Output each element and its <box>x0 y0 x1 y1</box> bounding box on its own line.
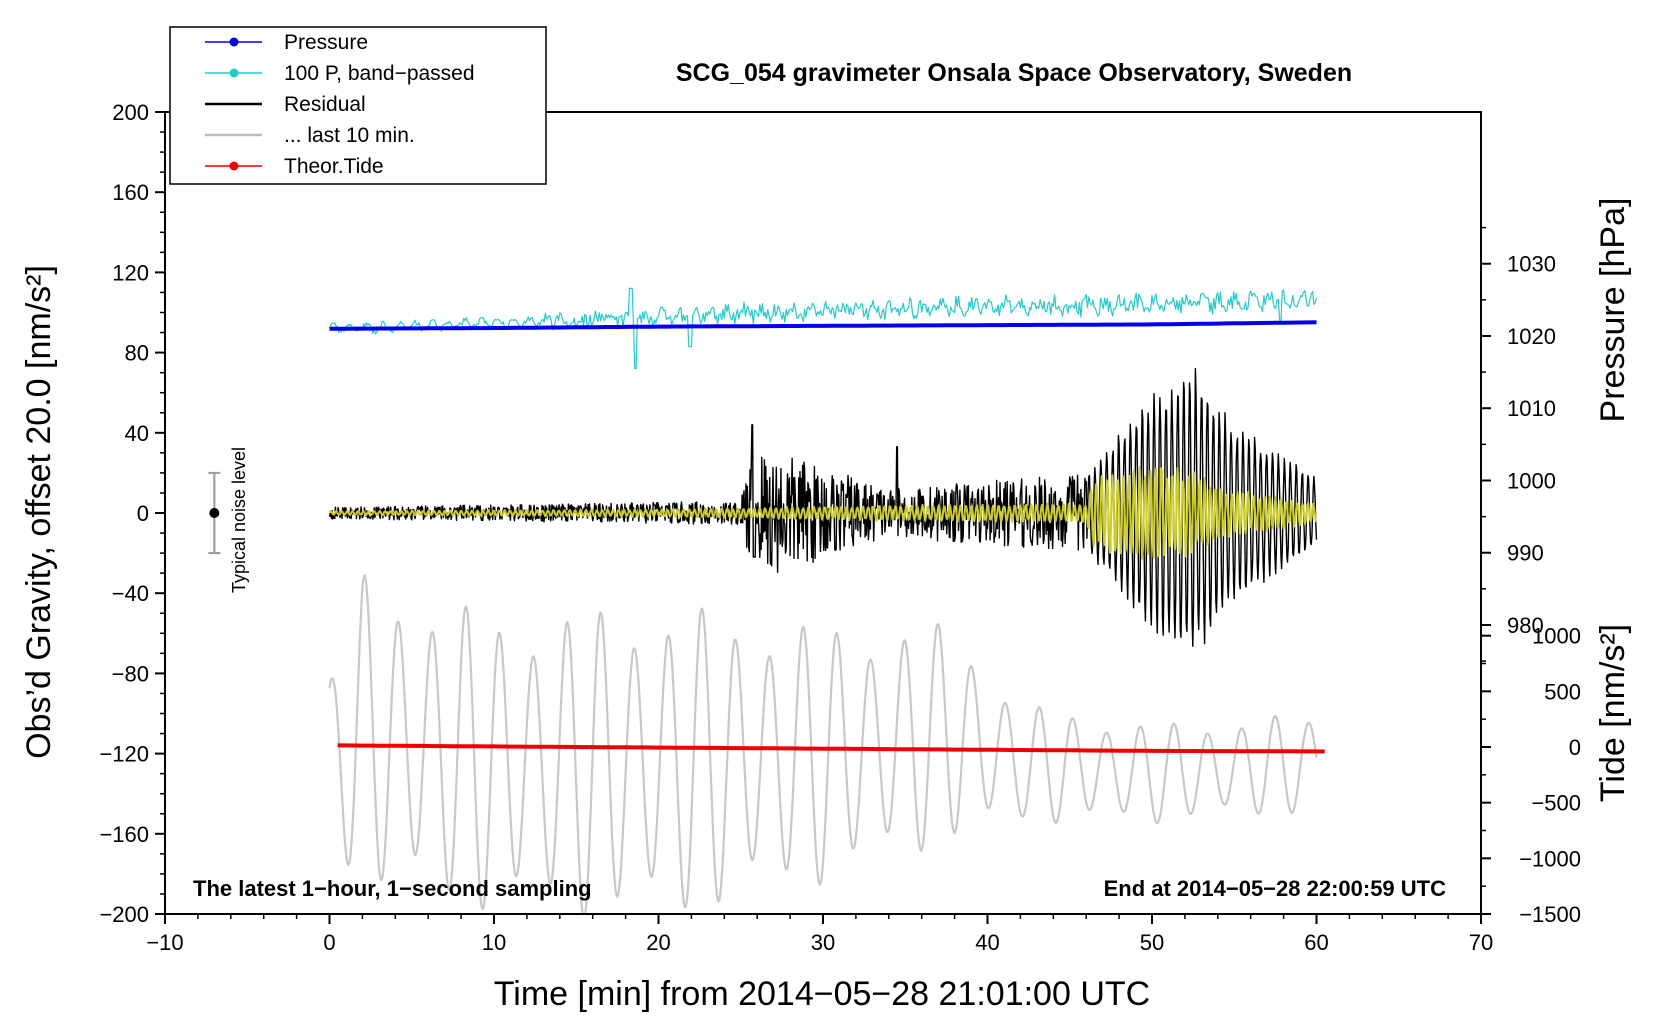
series-filtered-residual <box>328 466 1318 560</box>
legend-item: Theor.Tide <box>205 155 384 178</box>
chart-title: SCG_054 gravimeter Onsala Space Observat… <box>676 59 1352 87</box>
x-tick-label: 30 <box>811 930 835 955</box>
legend-marker <box>229 161 239 171</box>
noise-level-dot <box>209 508 220 518</box>
legend-marker <box>229 68 239 78</box>
y-tick-label: 120 <box>112 260 149 285</box>
tide-tick-label: −1500 <box>1519 902 1581 927</box>
pressure-axis-label: Pressure [hPa] <box>1594 198 1632 423</box>
y-tick-label: 160 <box>112 180 149 205</box>
pressure-tick-label: 1030 <box>1507 252 1556 277</box>
x-tick-label: 40 <box>975 930 999 955</box>
x-axis-label: Time [min] from 2014−05−28 21:01:00 UTC <box>494 975 1150 1013</box>
legend-item: Residual <box>205 93 366 116</box>
tide-axis-label: Tide [nm/s²] <box>1594 624 1632 802</box>
legend-label: 100 P, band−passed <box>284 62 475 85</box>
legend-item: 100 P, band−passed <box>205 62 475 85</box>
ticks-layer: −10 0 10 20 30 40 50 60 7020016012080400−40−80−1… <box>99 100 1581 955</box>
legend-box <box>169 26 547 185</box>
noise-level-indicator: Typical noise level <box>208 447 249 593</box>
legend-marker <box>229 37 239 47</box>
footnote-right: End at 2014−05−28 22:00:59 UTC <box>1104 876 1447 901</box>
y-tick-label: −120 <box>99 742 149 767</box>
tide-tick-label: 1000 <box>1532 624 1581 649</box>
tide-tick-label: 0 <box>1569 735 1581 760</box>
y-tick-label: 80 <box>125 341 149 366</box>
x-tick-label: 70 <box>1469 930 1493 955</box>
x-tick-label: 0 <box>323 930 335 955</box>
tide-tick-label: −1000 <box>1519 846 1581 871</box>
x-tick-label: 10 <box>482 930 506 955</box>
x-tick-label: 50 <box>1140 930 1164 955</box>
noise-level-label: Typical noise level <box>229 447 249 593</box>
x-tick-label: 60 <box>1304 930 1328 955</box>
x-tick-label: −10 <box>146 930 183 955</box>
series-band-passed-pressure <box>328 287 1318 370</box>
legend: Pressure 100 P, band−passed Residual ... la… <box>169 26 547 185</box>
series-last-10-min <box>328 574 1318 914</box>
legend-item: Pressure <box>205 31 368 54</box>
tide-tick-label: −500 <box>1531 791 1581 816</box>
pressure-tick-label: 1000 <box>1507 468 1556 493</box>
series-theoretical-tide <box>337 743 1325 754</box>
pressure-tick-label: 1010 <box>1507 396 1556 421</box>
legend-item: ... last 10 min. <box>205 124 415 147</box>
y-tick-label: 200 <box>112 100 149 125</box>
series-layer <box>328 287 1325 914</box>
legend-label: ... last 10 min. <box>284 124 415 147</box>
pressure-tick-label: 980 <box>1507 613 1544 638</box>
pressure-tick-label: 1020 <box>1507 324 1556 349</box>
y-tick-label: −40 <box>112 581 149 606</box>
y-axis-label: Obs’d Gravity, offset 20.0 [nm/s²] <box>20 265 58 759</box>
series-pressure <box>329 320 1317 331</box>
y-tick-label: −160 <box>99 822 149 847</box>
legend-label: Pressure <box>284 31 368 54</box>
tide-tick-label: 500 <box>1544 679 1581 704</box>
y-tick-label: 40 <box>125 421 149 446</box>
y-tick-label: −80 <box>112 661 149 686</box>
footnote-left: The latest 1−hour, 1−second sampling <box>193 876 592 901</box>
y-tick-label: −200 <box>99 902 149 927</box>
legend-label: Theor.Tide <box>284 155 384 178</box>
legend-label: Residual <box>284 93 366 116</box>
x-tick-label: 20 <box>646 930 670 955</box>
pressure-tick-label: 990 <box>1507 541 1544 566</box>
y-tick-label: 0 <box>137 501 149 526</box>
